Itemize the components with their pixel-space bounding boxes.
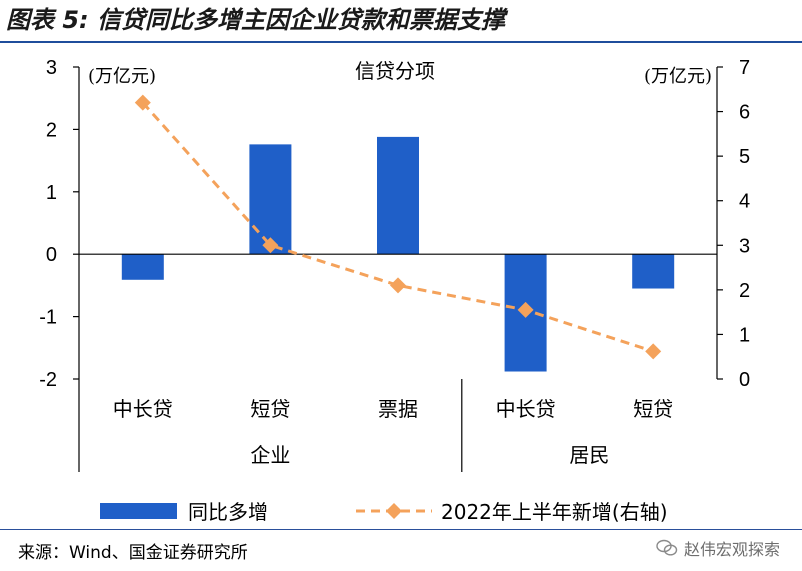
- right-tick-label: 6: [739, 102, 750, 124]
- left-tick-label: -2: [39, 369, 57, 391]
- wechat-icon: [656, 539, 678, 556]
- title-rule: [0, 41, 802, 43]
- right-tick-label: 7: [739, 57, 750, 79]
- right-tick-label: 2: [739, 280, 750, 302]
- line-marker-2: [390, 277, 406, 294]
- category-label-1: 短贷: [250, 397, 290, 421]
- left-tick-label: 1: [46, 182, 57, 204]
- legend-bar-swatch: [100, 503, 177, 519]
- category-label-3: 中长贷: [496, 397, 556, 421]
- left-axis-unit: (万亿元): [88, 66, 156, 87]
- left-tick-label: 3: [46, 57, 57, 79]
- watermark-text: 赵伟宏观探索: [683, 540, 780, 559]
- group-label-0: 企业: [250, 443, 290, 467]
- figure-title: 图表 5: 信贷同比多增主因企业贷款和票据支撑: [6, 6, 506, 34]
- group-label-1: 居民: [569, 443, 609, 467]
- bar-0: [121, 254, 164, 280]
- watermark: 赵伟宏观探索: [656, 536, 780, 560]
- line-marker-1: [262, 237, 279, 254]
- source-note: 来源：Wind、国金证券研究所: [18, 543, 248, 563]
- bar-4: [632, 254, 675, 289]
- category-label-0: 中长贷: [113, 397, 173, 421]
- line-marker-0: [134, 94, 151, 111]
- right-tick-label: 4: [739, 191, 750, 213]
- right-tick-label: 5: [739, 146, 750, 168]
- legend-bar-label: 同比多增: [188, 500, 268, 524]
- left-tick-label: 2: [46, 119, 57, 141]
- bar-1: [249, 144, 292, 255]
- legend-line-marker: [386, 503, 402, 519]
- line-marker-3: [517, 301, 534, 318]
- source-rule: [0, 529, 802, 530]
- right-axis-unit: (万亿元): [644, 66, 712, 87]
- category-label-2: 票据: [378, 397, 418, 421]
- chart-title: 信贷分项: [355, 59, 435, 83]
- right-tick-label: 1: [739, 324, 750, 346]
- bar-2: [377, 136, 419, 255]
- left-tick-label: -1: [39, 307, 57, 329]
- line-marker-4: [645, 343, 662, 360]
- category-label-4: 短贷: [633, 397, 673, 421]
- right-tick-label: 3: [739, 235, 750, 257]
- legend-line-label: 2022年上半年新增(右轴): [441, 500, 668, 524]
- right-tick-label: 0: [739, 369, 750, 391]
- line-series: [141, 101, 654, 353]
- left-tick-label: 0: [46, 244, 57, 266]
